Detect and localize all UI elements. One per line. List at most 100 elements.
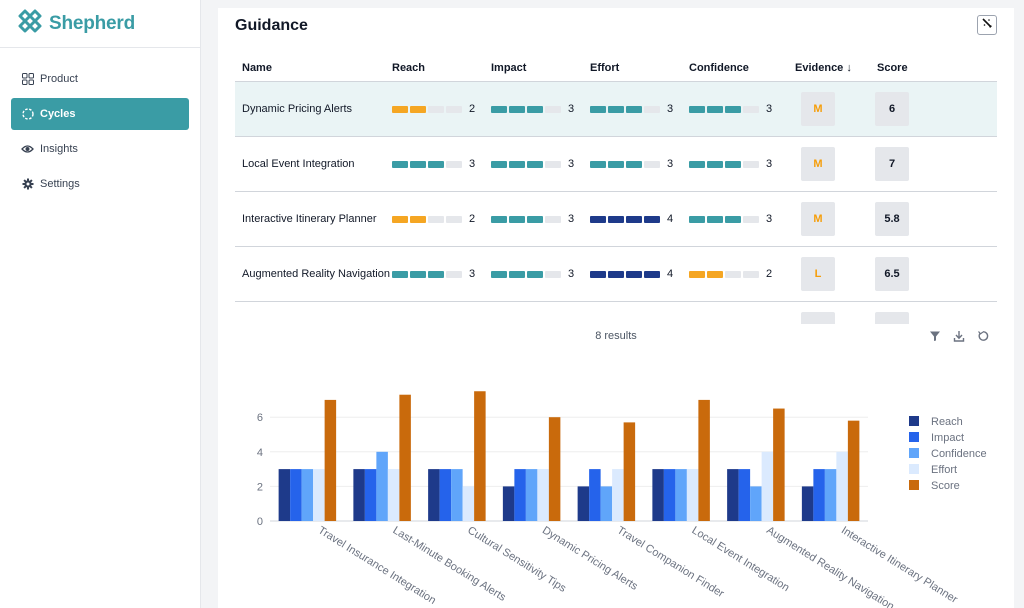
reach-cell: 3 <box>392 323 491 324</box>
sidebar-item-insights[interactable]: Insights <box>11 133 189 165</box>
meter-segment <box>428 105 444 113</box>
row-name: Travel Insurance Integration <box>235 323 392 324</box>
table-row[interactable]: Local Event Integration 3 3 3 3 M 7 <box>235 137 997 192</box>
table-row[interactable]: Travel Insurance Integration 3 3 3 3 H 7 <box>235 302 997 324</box>
grid-icon <box>21 73 34 86</box>
column-header-evidence[interactable]: Evidence ↓ <box>795 61 852 74</box>
reach-value: 3 <box>469 323 475 324</box>
bar-confidence <box>525 469 538 521</box>
bar-impact <box>290 469 302 521</box>
meter-segment <box>509 105 525 113</box>
reach-meter <box>392 160 462 168</box>
column-header-impact[interactable]: Impact <box>491 61 527 74</box>
magic-wand-button[interactable] <box>977 15 997 35</box>
table-header: Name Reach Impact Effort Confidence Evid… <box>235 54 997 82</box>
results-count: 8 results <box>595 330 637 342</box>
confidence-cell: 3 <box>689 323 788 324</box>
meter-segment <box>446 105 462 113</box>
meter-segment <box>626 215 642 223</box>
legend-swatch <box>909 448 919 458</box>
filter-icon[interactable] <box>928 329 942 343</box>
meter-segment <box>725 160 741 168</box>
reach-value: 2 <box>469 213 476 225</box>
evidence-cell: M <box>788 92 870 126</box>
bar-reach <box>727 469 739 521</box>
download-icon[interactable] <box>952 329 966 343</box>
impact-meter <box>491 215 561 223</box>
meter-segment <box>743 270 759 278</box>
confidence-cell: 3 <box>689 158 788 170</box>
impact-value: 3 <box>568 323 574 324</box>
reach-value: 3 <box>469 158 476 170</box>
meter-segment <box>626 105 642 113</box>
effort-cell: 4 <box>590 213 689 225</box>
bar-confidence <box>675 469 687 521</box>
evidence-badge[interactable]: H <box>801 312 835 324</box>
meter-segment <box>410 105 426 113</box>
brand[interactable]: Shepherd <box>0 0 200 48</box>
bar-reach <box>577 486 590 521</box>
y-tick-label: 4 <box>257 447 263 459</box>
meter-segment <box>743 160 759 168</box>
confidence-value: 3 <box>766 323 772 324</box>
sidebar-item-label: Settings <box>40 178 80 190</box>
meter-segment <box>608 215 624 223</box>
meter-segment <box>644 160 660 168</box>
evidence-badge[interactable]: M <box>801 92 835 126</box>
legend-swatch <box>909 464 919 474</box>
meter-segment <box>410 215 426 223</box>
impact-cell: 3 <box>491 268 590 280</box>
effort-value: 3 <box>667 323 673 324</box>
evidence-cell: H <box>788 312 870 324</box>
meter-segment <box>527 105 543 113</box>
evidence-badge[interactable]: M <box>801 147 835 181</box>
legend-swatch <box>909 432 919 442</box>
bar-reach <box>278 469 291 521</box>
table-row[interactable]: Interactive Itinerary Planner 2 3 4 3 M 5.8 <box>235 192 997 247</box>
column-header-effort[interactable]: Effort <box>590 61 620 74</box>
sidebar-item-cycles[interactable]: Cycles <box>11 98 189 130</box>
confidence-meter <box>689 270 759 278</box>
bar-effort <box>761 451 774 521</box>
impact-cell: 3 <box>491 103 590 115</box>
meter-segment <box>446 270 462 278</box>
bar-reach <box>428 469 440 521</box>
bar-confidence <box>750 486 762 521</box>
eye-icon <box>21 143 34 156</box>
page-title: Guidance <box>235 17 308 34</box>
column-header-confidence[interactable]: Confidence <box>689 61 749 74</box>
bar-confidence <box>301 469 314 521</box>
evidence-badge[interactable]: M <box>801 202 835 236</box>
column-header-reach[interactable]: Reach <box>392 61 426 74</box>
bar-score <box>399 394 411 521</box>
reset-icon[interactable] <box>976 329 990 343</box>
meter-segment <box>590 215 606 223</box>
score-cell: 5.8 <box>870 202 930 236</box>
table-row[interactable]: Dynamic Pricing Alerts 2 3 3 3 M 6 <box>235 82 997 137</box>
evidence-badge[interactable]: L <box>801 257 835 291</box>
score-badge: 7 <box>875 147 909 181</box>
column-header-name[interactable]: Name <box>242 61 272 74</box>
score-cell: 7 <box>870 147 930 181</box>
sidebar-item-product[interactable]: Product <box>11 63 189 95</box>
meter-segment <box>509 215 525 223</box>
table-row[interactable]: Augmented Reality Navigation 3 3 4 2 L 6.5 <box>235 247 997 302</box>
legend-swatch <box>909 416 919 426</box>
bar-impact <box>439 469 452 521</box>
x-tick-label: Travel Insurance Integration <box>316 524 438 607</box>
effort-cell: 3 <box>590 323 689 324</box>
sidebar-item-label: Product <box>40 73 78 85</box>
column-header-score[interactable]: Score <box>877 61 908 74</box>
meter-segment <box>707 270 723 278</box>
bar-effort <box>387 469 400 521</box>
effort-cell: 3 <box>590 158 689 170</box>
bar-impact <box>663 469 676 521</box>
app-name: Shepherd <box>49 12 136 34</box>
meter-segment <box>509 270 525 278</box>
effort-cell: 4 <box>590 268 689 280</box>
bar-effort <box>612 469 624 521</box>
sidebar-item-settings[interactable]: Settings <box>11 168 189 200</box>
bar-reach <box>502 486 515 521</box>
confidence-cell: 3 <box>689 103 788 115</box>
impact-meter <box>491 160 561 168</box>
